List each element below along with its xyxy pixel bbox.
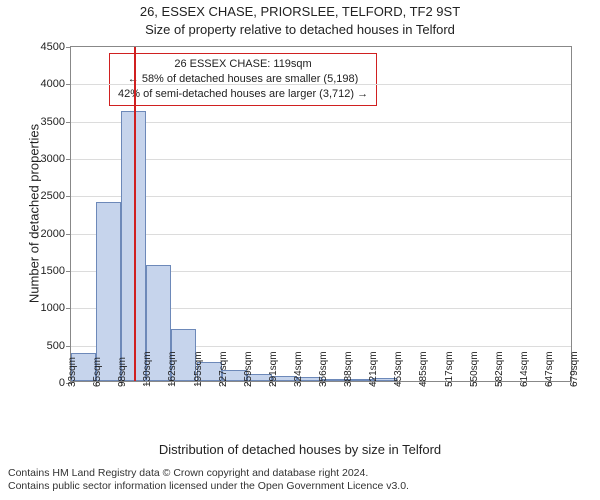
x-tick-label: 227sqm	[218, 351, 229, 387]
y-tick-label: 2500	[41, 190, 71, 202]
y-gridline	[71, 84, 571, 85]
x-tick-label: 65sqm	[92, 357, 103, 387]
x-tick-label: 550sqm	[469, 351, 480, 387]
y-tick-label: 500	[47, 340, 71, 352]
title-line-2: Size of property relative to detached ho…	[0, 22, 600, 37]
annotation-line-1: 26 ESSEX CHASE: 119sqm	[118, 57, 368, 72]
histogram-bar	[96, 202, 121, 381]
footer-line-1: Contains HM Land Registry data © Crown c…	[8, 467, 409, 481]
x-tick-label: 259sqm	[243, 351, 254, 387]
x-tick-label: 388sqm	[343, 351, 354, 387]
x-tick-label: 582sqm	[494, 351, 505, 387]
x-tick-label: 421sqm	[368, 351, 379, 387]
y-tick-label: 4000	[41, 78, 71, 90]
x-tick-label: 291sqm	[268, 351, 279, 387]
footer-credits: Contains HM Land Registry data © Crown c…	[8, 467, 409, 494]
title-line-1: 26, ESSEX CHASE, PRIORSLEE, TELFORD, TF2…	[0, 4, 600, 19]
property-marker-line	[134, 47, 136, 381]
marker-annotation-box: 26 ESSEX CHASE: 119sqm ← 58% of detached…	[109, 53, 377, 106]
x-tick-label: 356sqm	[318, 351, 329, 387]
plot-area: 26 ESSEX CHASE: 119sqm ← 58% of detached…	[70, 46, 572, 382]
x-tick-label: 98sqm	[117, 357, 128, 387]
y-axis-label: Number of detached properties	[27, 114, 42, 314]
x-tick-label: 195sqm	[193, 351, 204, 387]
x-tick-label: 162sqm	[167, 351, 178, 387]
x-tick-label: 647sqm	[544, 351, 555, 387]
y-tick-label: 2000	[41, 228, 71, 240]
x-tick-label: 517sqm	[444, 351, 455, 387]
x-tick-label: 324sqm	[293, 351, 304, 387]
footer-line-2: Contains public sector information licen…	[8, 480, 409, 494]
y-tick-label: 4500	[41, 41, 71, 53]
x-tick-label: 485sqm	[418, 351, 429, 387]
x-tick-label: 614sqm	[519, 351, 530, 387]
x-tick-label: 33sqm	[67, 357, 78, 387]
y-tick-label: 3000	[41, 153, 71, 165]
chart-container: 26, ESSEX CHASE, PRIORSLEE, TELFORD, TF2…	[0, 0, 600, 500]
y-tick-label: 3500	[41, 116, 71, 128]
y-tick-label: 1500	[41, 265, 71, 277]
x-tick-label: 453sqm	[393, 351, 404, 387]
x-tick-label: 130sqm	[142, 351, 153, 387]
y-tick-label: 1000	[41, 302, 71, 314]
annotation-line-3: 42% of semi-detached houses are larger (…	[118, 87, 368, 102]
x-axis-label: Distribution of detached houses by size …	[0, 442, 600, 457]
x-tick-label: 679sqm	[569, 351, 580, 387]
